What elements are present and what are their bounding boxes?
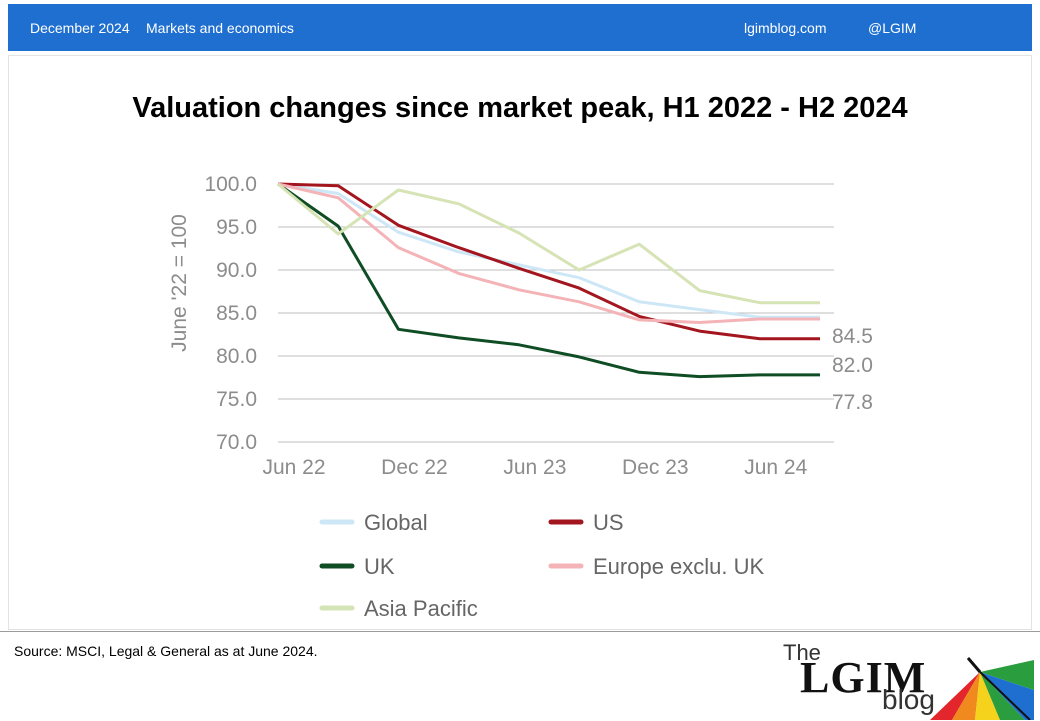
- source-note: Source: MSCI, Legal & General as at June…: [14, 643, 318, 659]
- y-axis-label: June '22 = 100: [168, 214, 191, 352]
- series-line-asia-pacific: [277, 182, 820, 305]
- end-value-label: 82.0: [832, 354, 873, 377]
- series-line-us: [277, 182, 820, 341]
- y-tick-label: 80.0: [216, 345, 257, 368]
- header-date: December 2024: [30, 20, 130, 36]
- x-tick-label: Jun 23: [503, 456, 566, 479]
- end-value-label: 77.8: [832, 391, 873, 414]
- chart-panel: [8, 55, 1032, 630]
- end-value-label: 84.5: [832, 325, 873, 348]
- brand-blog-text: blog: [882, 684, 935, 715]
- legend-label: Asia Pacific: [364, 596, 478, 621]
- umbrella-logo-icon: [930, 657, 1034, 720]
- header-category[interactable]: Markets and economics: [146, 20, 294, 36]
- series-line-europe-exclu-uk: [277, 182, 820, 324]
- footer: [0, 631, 1040, 721]
- y-tick-label: 100.0: [204, 173, 257, 196]
- line-chart: 100.0 95.0 90.0 85.0 80.0 75.0 70.0 June '22 = …: [168, 173, 873, 621]
- legend-label: Europe exclu. UK: [593, 554, 765, 579]
- header-site-link[interactable]: lgimblog.com: [744, 20, 827, 36]
- x-tick-label: Jun 24: [744, 456, 807, 479]
- legend-label: UK: [364, 554, 395, 579]
- legend-label: Global: [364, 510, 428, 535]
- brand-the-text: The: [783, 640, 821, 665]
- y-tick-label: 75.0: [216, 388, 257, 411]
- legend-label: US: [593, 510, 624, 535]
- header-twitter-handle[interactable]: @LGIM: [868, 20, 917, 36]
- y-tick-label: 70.0: [216, 431, 257, 454]
- series-line-uk: [277, 182, 820, 379]
- x-tick-label: Dec 23: [622, 456, 689, 479]
- y-tick-label: 90.0: [216, 259, 257, 282]
- chart-title: Valuation changes since market peak, H1 …: [132, 92, 908, 124]
- y-tick-label: 95.0: [216, 216, 257, 239]
- brand-lgim-text: LGIM: [800, 653, 927, 702]
- y-tick-label: 85.0: [216, 302, 257, 325]
- x-tick-label: Dec 22: [381, 456, 448, 479]
- x-tick-label: Jun 22: [262, 456, 325, 479]
- header-bar: December 2024 Markets and economics lgim…: [8, 4, 1032, 51]
